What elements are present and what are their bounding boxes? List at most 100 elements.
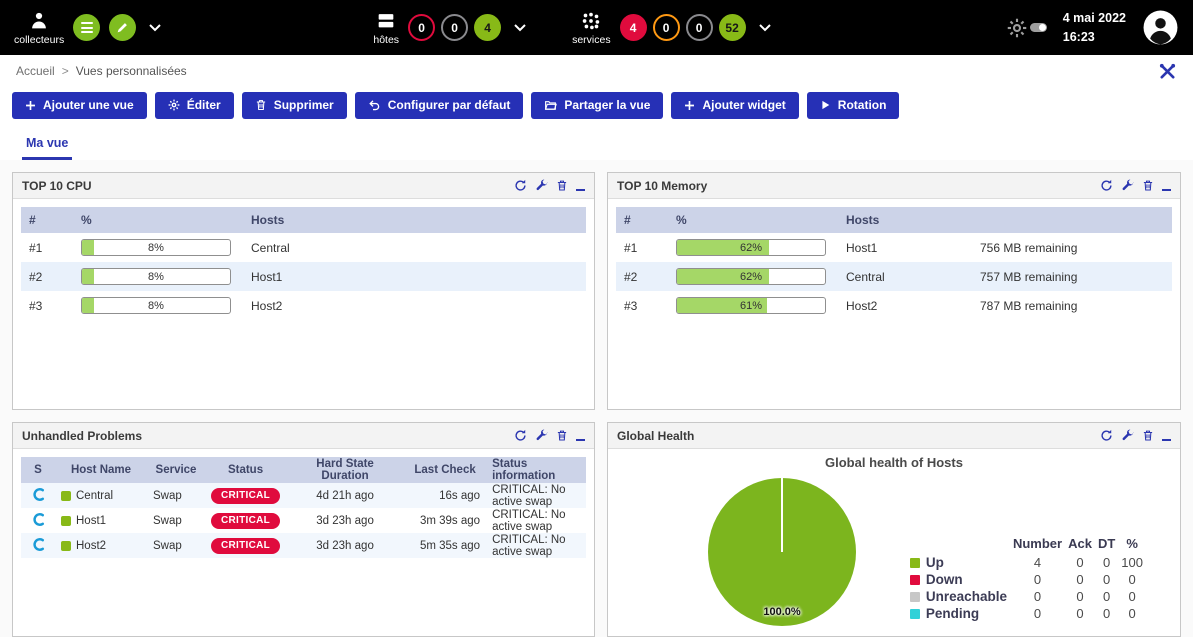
legend-label: Up bbox=[925, 555, 944, 570]
poller-list-icon[interactable] bbox=[73, 14, 101, 41]
hosts-label: hôtes bbox=[373, 33, 400, 46]
services-menu[interactable]: services bbox=[572, 10, 611, 46]
minimize-icon[interactable] bbox=[1162, 430, 1171, 442]
breadcrumb-current[interactable]: Vues personnalisées bbox=[75, 64, 187, 78]
legend-row: Pending 0 0 0 0 bbox=[907, 605, 1146, 622]
rotation-button[interactable]: Rotation bbox=[806, 91, 900, 119]
add-view-button[interactable]: Ajouter une vue bbox=[12, 91, 147, 119]
pie-slice-up: 100.0% bbox=[708, 478, 856, 626]
wrench-icon[interactable] bbox=[535, 179, 548, 192]
wrench-icon[interactable] bbox=[535, 429, 548, 442]
usage-bar: 62% bbox=[676, 268, 826, 285]
pollers-chevron-down-icon[interactable] bbox=[149, 23, 161, 32]
pie-divider bbox=[781, 478, 783, 552]
table-row[interactable]: Central Swap CRITICAL 4d 21h ago 16s ago… bbox=[21, 483, 586, 508]
trash-icon[interactable] bbox=[556, 429, 568, 442]
button-label: Ajouter widget bbox=[702, 98, 786, 112]
chart-area: 100.0% Number Ack DT % bbox=[620, 470, 1168, 626]
refresh-icon[interactable] bbox=[514, 179, 527, 192]
legend-pct: 0 bbox=[1128, 589, 1136, 604]
services-warning-badge[interactable]: 0 bbox=[652, 14, 680, 41]
table-header-row: S Host Name Service Status Hard State Du… bbox=[21, 457, 586, 483]
hosts-unreachable-badge[interactable]: 0 bbox=[441, 14, 469, 41]
centreon-logo-icon bbox=[32, 487, 44, 501]
host-cell[interactable]: Central bbox=[846, 269, 885, 284]
button-label: Rotation bbox=[837, 98, 887, 112]
table-row[interactable]: #1 8% Central bbox=[21, 233, 586, 262]
host-name[interactable]: Host1 bbox=[76, 514, 107, 527]
table-row[interactable]: #3 8% Host2 bbox=[21, 291, 586, 320]
pollers-menu[interactable]: collecteurs bbox=[14, 10, 64, 46]
trash-icon[interactable] bbox=[1142, 179, 1154, 192]
legend-number: 0 bbox=[1033, 589, 1042, 604]
delete-view-button[interactable]: Supprimer bbox=[241, 91, 347, 119]
legend-label-cell: Unreachable bbox=[907, 588, 1010, 605]
rank-cell: #1 bbox=[29, 240, 43, 255]
wrench-icon[interactable] bbox=[1121, 179, 1134, 192]
host-cell[interactable]: Host2 bbox=[251, 298, 283, 313]
host-cell[interactable]: Host1 bbox=[55, 508, 147, 533]
table-row[interactable]: Host2 Swap CRITICAL 3d 23h ago 5m 35s ag… bbox=[21, 533, 586, 558]
legend-down-swatch bbox=[909, 574, 920, 585]
host-cell[interactable]: Central bbox=[251, 240, 290, 255]
widget-title: TOP 10 CPU bbox=[22, 178, 92, 193]
poller-edit-icon[interactable] bbox=[109, 14, 137, 41]
services-chevron-down-icon[interactable] bbox=[758, 23, 771, 32]
monitoring-source-cell bbox=[21, 508, 55, 533]
services-ok-badge[interactable]: 52 bbox=[718, 14, 746, 41]
trash-icon[interactable] bbox=[1142, 429, 1154, 442]
table-row[interactable]: #1 62% Host1 756 MB remaining bbox=[616, 233, 1172, 262]
add-widget-button[interactable]: Ajouter widget bbox=[671, 91, 799, 119]
table-header-row: # % Hosts bbox=[616, 207, 1172, 233]
service-cell[interactable]: Swap bbox=[153, 489, 182, 502]
trash-icon[interactable] bbox=[556, 179, 568, 192]
table-row[interactable]: #2 62% Central 757 MB remaining bbox=[616, 262, 1172, 291]
minimize-icon[interactable] bbox=[576, 430, 585, 442]
host-cell[interactable]: Central bbox=[55, 483, 147, 508]
edit-view-button[interactable]: Éditer bbox=[154, 91, 234, 119]
column-s: S bbox=[21, 457, 55, 483]
legend-ack: 0 bbox=[1076, 589, 1084, 604]
minimize-icon[interactable] bbox=[576, 180, 585, 192]
host-cell[interactable]: Host2 bbox=[846, 298, 878, 313]
hosts-down-badge[interactable]: 0 bbox=[408, 14, 436, 41]
user-avatar[interactable] bbox=[1142, 9, 1179, 46]
hosts-menu[interactable]: hôtes bbox=[373, 10, 399, 46]
share-view-button[interactable]: Partager la vue bbox=[531, 91, 664, 119]
refresh-icon[interactable] bbox=[1100, 179, 1113, 192]
customize-view-icon[interactable] bbox=[1158, 62, 1177, 81]
breadcrumb-home-link[interactable]: Accueil bbox=[16, 64, 55, 78]
legend-row: Down 0 0 0 0 bbox=[907, 571, 1146, 588]
minimize-icon[interactable] bbox=[1162, 180, 1171, 192]
column-pct: % bbox=[668, 207, 838, 233]
hosts-up-badge[interactable]: 4 bbox=[474, 14, 502, 41]
rank-cell: #1 bbox=[624, 240, 638, 255]
host-cell[interactable]: Host2 bbox=[55, 533, 147, 558]
wrench-icon[interactable] bbox=[1121, 429, 1134, 442]
last-check-cell: 3m 39s ago bbox=[419, 514, 481, 527]
set-default-button[interactable]: Configurer par défaut bbox=[354, 91, 524, 119]
table-row[interactable]: Host1 Swap CRITICAL 3d 23h ago 3m 39s ag… bbox=[21, 508, 586, 533]
services-unknown-badge[interactable]: 0 bbox=[685, 14, 713, 41]
table-row[interactable]: #2 8% Host1 bbox=[21, 262, 586, 291]
tab-ma-vue[interactable]: Ma vue bbox=[22, 130, 73, 160]
rank-cell: #3 bbox=[29, 298, 43, 313]
host-name[interactable]: Central bbox=[76, 489, 114, 502]
hosts-chevron-down-icon[interactable] bbox=[514, 23, 526, 32]
widget-title: Unhandled Problems bbox=[22, 428, 143, 443]
theme-toggle[interactable] bbox=[1029, 23, 1047, 32]
service-cell[interactable]: Swap bbox=[153, 539, 182, 552]
host-cell[interactable]: Host1 bbox=[251, 269, 283, 284]
service-cell[interactable]: Swap bbox=[153, 514, 182, 527]
refresh-icon[interactable] bbox=[514, 429, 527, 442]
host-name[interactable]: Host2 bbox=[76, 539, 107, 552]
settings-toggle[interactable] bbox=[1007, 18, 1047, 38]
table-row[interactable]: #3 61% Host2 787 MB remaining bbox=[616, 291, 1172, 320]
widget-top-cpu: TOP 10 CPU # % Hosts bbox=[12, 172, 595, 410]
usage-bar-label: 62% bbox=[739, 242, 763, 254]
refresh-icon[interactable] bbox=[1100, 429, 1113, 442]
usage-bar-label: 62% bbox=[739, 271, 763, 283]
host-cell[interactable]: Host1 bbox=[846, 240, 878, 255]
column-status: Status bbox=[205, 457, 287, 483]
services-critical-badge[interactable]: 4 bbox=[619, 14, 647, 41]
